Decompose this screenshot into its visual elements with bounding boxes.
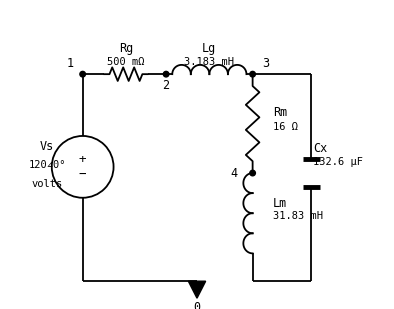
Text: Lm: Lm [273, 197, 287, 210]
Text: 3: 3 [262, 57, 269, 70]
Circle shape [250, 170, 255, 176]
Text: 132.6 μF: 132.6 μF [313, 157, 363, 167]
Text: Rg: Rg [119, 42, 133, 55]
Text: volts: volts [32, 179, 63, 189]
Text: 0: 0 [193, 301, 201, 309]
Text: 4: 4 [230, 167, 237, 180]
Text: 120∠0°: 120∠0° [28, 160, 66, 170]
Circle shape [250, 71, 255, 77]
Text: −: − [79, 168, 86, 181]
Text: 3.183 mH: 3.183 mH [184, 57, 234, 67]
Circle shape [164, 71, 169, 77]
Text: 500 mΩ: 500 mΩ [107, 57, 145, 67]
Text: 31.83 mH: 31.83 mH [273, 211, 323, 221]
Text: 1: 1 [67, 57, 74, 70]
Text: Lg: Lg [202, 42, 216, 55]
Text: +: + [79, 153, 86, 166]
Text: Cx: Cx [313, 142, 327, 155]
Text: Rm: Rm [273, 106, 287, 119]
Text: Vs: Vs [40, 140, 54, 153]
Text: 2: 2 [163, 79, 170, 92]
Polygon shape [188, 281, 206, 298]
Circle shape [80, 71, 85, 77]
Text: 16 Ω: 16 Ω [273, 122, 298, 132]
